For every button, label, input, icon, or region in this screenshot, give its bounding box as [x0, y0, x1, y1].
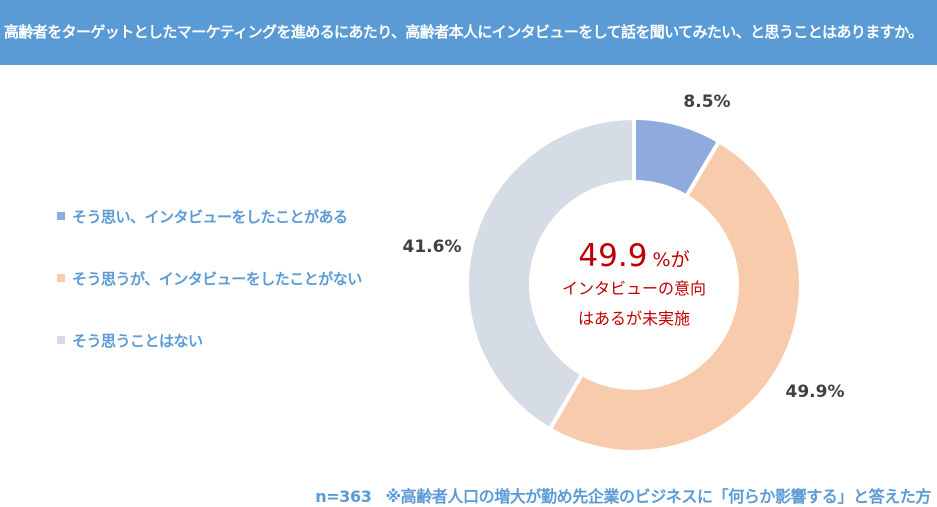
footnote-text: ※高齢者人口の増大が勤め先企業のビジネスに「何らか影響する」と答えた方 — [385, 487, 931, 506]
center-callout: 49.9 %が インタビューの意向 はあるが未実施 — [534, 238, 734, 334]
legend-swatch — [57, 212, 65, 220]
legend-item: そう思うが、インタビューをしたことがない — [57, 265, 362, 291]
legend-label: そう思うことはない — [72, 331, 203, 350]
data-label: 49.9% — [786, 382, 845, 402]
data-label: 8.5% — [683, 92, 730, 112]
center-line2: はあるが未実施 — [577, 309, 690, 328]
question-title: 高齢者をターゲットとしたマーケティングを進めるにあたり、高齢者本人にインタビュー… — [0, 0, 937, 65]
data-label: 41.6% — [403, 237, 462, 257]
legend-swatch — [57, 336, 65, 344]
legend-swatch — [57, 274, 65, 282]
legend-label: そう思い、インタビューをしたことがある — [72, 207, 348, 226]
sample-size: n=363 — [315, 487, 372, 506]
donut-slice — [465, 115, 636, 433]
donut-slice — [547, 138, 803, 454]
legend: そう思い、インタビューをしたことがある そう思うが、インタビューをしたことがない… — [57, 203, 362, 389]
center-value: 49.9 — [578, 238, 648, 274]
legend-item: そう思うことはない — [57, 327, 362, 353]
legend-item: そう思い、インタビューをしたことがある — [57, 203, 362, 229]
legend-label: そう思うが、インタビューをしたことがない — [72, 269, 362, 288]
center-unit: %が — [652, 249, 690, 271]
center-line1: インタビューの意向 — [561, 279, 706, 298]
footnote: n=363 ※高齢者人口の増大が勤め先企業のビジネスに「何らか影響する」と答えた方 — [315, 483, 931, 507]
